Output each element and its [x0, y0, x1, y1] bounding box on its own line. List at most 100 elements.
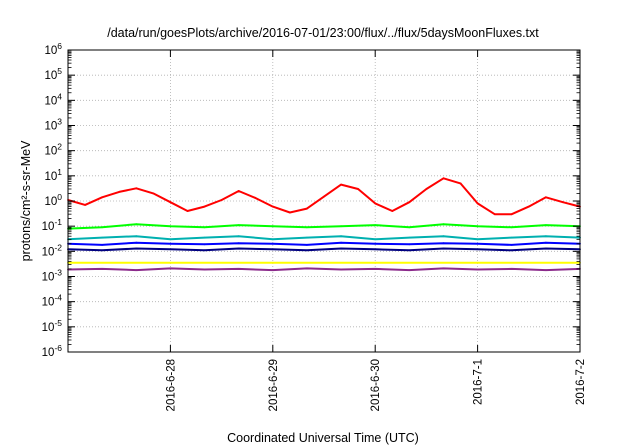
series-point [101, 249, 103, 252]
series-point [135, 247, 138, 250]
series-point [220, 199, 223, 201]
series-point [323, 195, 325, 198]
series-point [306, 244, 308, 246]
series-point [271, 238, 274, 241]
series-point [169, 267, 172, 270]
y-tick-label: 105 [44, 66, 62, 82]
series-point [254, 197, 257, 200]
series-point [237, 268, 240, 270]
x-tick-label: 2016-7-2 [575, 359, 587, 405]
series-point [476, 202, 479, 205]
series-point [135, 241, 138, 244]
y-tick-exponent: -3 [54, 268, 62, 278]
y-tick-exponent: 3 [57, 117, 62, 127]
series-point [237, 247, 240, 250]
series-line [67, 267, 581, 272]
series-point [374, 248, 377, 251]
series-point [476, 225, 479, 228]
series-point [135, 235, 138, 238]
series-point [408, 201, 411, 204]
series-point [135, 223, 138, 226]
x-tick-label: 2016-6-28 [165, 359, 177, 411]
series-point [101, 196, 103, 199]
series-point [374, 261, 377, 264]
series-point [476, 261, 479, 264]
series-point [510, 226, 513, 229]
y-tick-base: 10 [42, 246, 55, 258]
y-axis-title: protons/cm²-s-sr-MeV [19, 140, 33, 262]
series-point [169, 201, 172, 204]
series-point [545, 241, 547, 244]
series-point [442, 242, 445, 245]
series-point [306, 267, 308, 270]
y-tick-label: 10-6 [42, 343, 63, 359]
series-point [357, 188, 359, 190]
series-point [442, 267, 445, 270]
series-point [340, 183, 342, 186]
y-tick-label: 10-3 [42, 268, 63, 284]
series-point [237, 235, 240, 238]
series-point [169, 248, 172, 251]
series-point [152, 192, 155, 195]
y-tick-base: 10 [42, 297, 55, 309]
series-point [510, 268, 513, 270]
series-point [306, 236, 308, 239]
series-point [374, 268, 377, 270]
y-tick-base: 10 [44, 121, 57, 133]
series-layer [67, 177, 581, 272]
series-point [101, 226, 103, 229]
y-tick-exponent: 2 [57, 142, 62, 152]
y-tick-exponent: 5 [57, 66, 62, 76]
y-tick-base: 10 [44, 196, 57, 208]
y-tick-label: 10-2 [42, 242, 63, 258]
series-point [527, 205, 530, 208]
series-point [237, 190, 240, 192]
series-point [340, 225, 342, 228]
series-point [510, 244, 513, 246]
series-point [203, 243, 206, 246]
y-tick-base: 10 [42, 272, 55, 284]
series-point [493, 213, 496, 216]
series-point [442, 235, 445, 238]
series-point [442, 247, 445, 250]
series-point [476, 268, 479, 271]
series-point [408, 243, 411, 246]
series-point [340, 241, 342, 244]
series-point [476, 242, 479, 245]
series-point [306, 207, 308, 210]
series-point [545, 247, 547, 250]
x-tick-labels: 2016-6-28 2016-6-29 2016-6-30 2016-7-1 2016-… [165, 359, 587, 411]
series-point [289, 211, 291, 214]
series-point [135, 269, 138, 271]
series-point [340, 268, 342, 271]
series-point [545, 269, 547, 271]
series-point [271, 242, 274, 245]
y-tick-label: 100 [44, 192, 62, 208]
series-point [510, 249, 513, 252]
series-point [271, 248, 274, 251]
series-point [203, 268, 206, 271]
series-point [271, 205, 274, 208]
series-point [101, 236, 103, 239]
series-point [135, 187, 138, 190]
series-point [271, 225, 274, 228]
series-point [340, 247, 342, 250]
series-point [340, 235, 342, 238]
y-tick-base: 10 [44, 171, 57, 183]
series-point [169, 238, 172, 241]
y-tick-labels: 10-610-510-410-310-210-11001011021031041… [42, 41, 63, 359]
y-tick-base: 10 [44, 146, 57, 158]
x-axis-title: Coordinated Universal Time (UTC) [227, 431, 419, 445]
series-point [271, 261, 274, 264]
series-line [67, 241, 581, 246]
series-point [203, 226, 206, 229]
y-tick-base: 10 [44, 45, 57, 57]
series-point [374, 224, 377, 227]
series-point [408, 249, 411, 252]
series-point [374, 202, 377, 205]
y-tick-label: 10-5 [42, 318, 63, 334]
y-tick-label: 101 [44, 167, 62, 183]
series-point [545, 196, 547, 199]
series-point [476, 248, 479, 251]
